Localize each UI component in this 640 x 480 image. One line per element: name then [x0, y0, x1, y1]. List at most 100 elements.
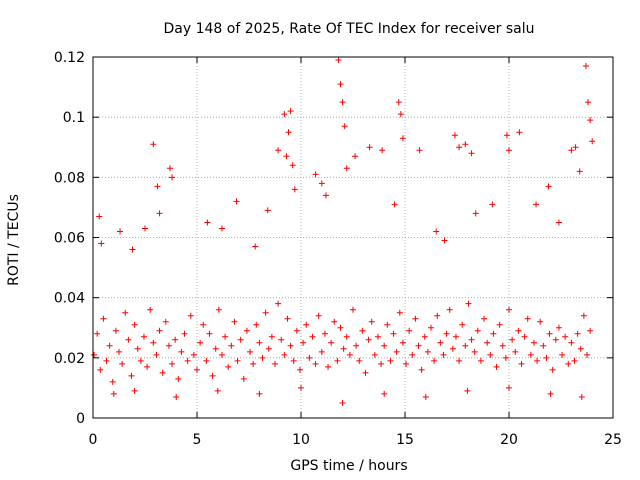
- data-point: [516, 129, 523, 136]
- data-point: [315, 312, 322, 319]
- data-point: [187, 312, 194, 319]
- data-point: [275, 300, 282, 307]
- data-point: [197, 339, 204, 346]
- data-point: [399, 339, 406, 346]
- data-point: [181, 330, 188, 337]
- x-axis-label: GPS time / hours: [290, 458, 407, 474]
- data-point: [312, 171, 319, 178]
- data-point: [418, 366, 425, 373]
- data-point: [250, 360, 257, 367]
- data-point: [131, 387, 138, 394]
- data-point: [322, 192, 329, 199]
- data-point: [440, 351, 447, 358]
- data-point: [409, 351, 416, 358]
- data-point: [337, 81, 344, 88]
- data-point: [281, 111, 288, 118]
- data-point: [421, 333, 428, 340]
- data-point: [190, 351, 197, 358]
- data-point: [94, 330, 101, 337]
- data-point: [281, 351, 288, 358]
- data-point: [318, 348, 325, 355]
- data-point: [240, 375, 247, 382]
- data-point: [214, 387, 221, 394]
- data-point: [275, 147, 282, 154]
- y-tick-label: 0.02: [54, 351, 85, 367]
- data-point: [290, 357, 297, 364]
- data-point: [527, 351, 534, 358]
- data-point: [178, 348, 185, 355]
- data-point: [256, 390, 263, 397]
- data-point: [339, 399, 346, 406]
- data-point: [225, 363, 232, 370]
- data-point: [530, 339, 537, 346]
- data-point: [397, 111, 404, 118]
- data-point: [184, 357, 191, 364]
- data-point: [293, 327, 300, 334]
- data-point: [365, 336, 372, 343]
- data-point: [131, 321, 138, 328]
- data-point: [555, 324, 562, 331]
- data-point: [446, 306, 453, 313]
- data-point: [253, 321, 260, 328]
- data-point: [534, 357, 541, 364]
- y-tick-label: 0.1: [63, 110, 85, 126]
- data-point: [471, 348, 478, 355]
- data-point: [165, 342, 172, 349]
- data-point: [443, 330, 450, 337]
- data-point: [381, 342, 388, 349]
- data-point: [234, 357, 241, 364]
- data-point: [356, 357, 363, 364]
- data-point: [103, 357, 110, 364]
- data-point: [428, 324, 434, 331]
- data-point: [137, 357, 144, 364]
- data-point: [203, 357, 210, 364]
- data-point: [129, 246, 136, 253]
- data-point: [98, 240, 105, 247]
- data-point: [390, 330, 397, 337]
- data-point: [572, 144, 579, 151]
- data-point: [378, 360, 385, 367]
- data-point: [343, 165, 350, 172]
- data-point: [194, 366, 200, 373]
- y-tick-label: 0.12: [54, 50, 85, 66]
- data-point: [552, 336, 559, 343]
- data-point: [256, 339, 263, 346]
- data-point: [300, 339, 307, 346]
- data-point: [574, 330, 581, 337]
- data-point: [406, 327, 413, 334]
- data-point: [580, 312, 587, 319]
- data-point: [125, 336, 132, 343]
- data-point: [268, 333, 275, 340]
- data-point: [140, 333, 147, 340]
- x-tick-label: 20: [500, 432, 518, 448]
- data-point: [391, 201, 398, 208]
- data-point: [346, 351, 353, 358]
- data-point: [117, 228, 124, 235]
- data-point: [97, 366, 104, 373]
- data-point: [422, 393, 429, 400]
- x-axis-ticks: 0 5 10 15 20 25: [89, 57, 622, 448]
- data-point: [474, 327, 481, 334]
- data-point: [298, 384, 304, 391]
- data-point: [284, 315, 291, 322]
- data-point: [589, 138, 596, 145]
- data-point: [499, 342, 506, 349]
- chart-title: Day 148 of 2025, Rate Of TEC Index for r…: [163, 21, 534, 37]
- data-point: [265, 345, 272, 352]
- data-point: [169, 360, 176, 367]
- data-point: [456, 144, 463, 151]
- x-tick-label: 5: [193, 432, 202, 448]
- data-point: [200, 321, 207, 328]
- data-point: [582, 63, 589, 70]
- data-point: [166, 165, 173, 172]
- data-point: [399, 135, 406, 142]
- data-point: [340, 345, 347, 352]
- y-tick-label: 0.06: [54, 231, 85, 247]
- data-point: [153, 351, 160, 358]
- data-point: [396, 309, 403, 316]
- data-point: [571, 357, 578, 364]
- data-point: [218, 225, 225, 232]
- data-point: [524, 315, 531, 322]
- data-point: [374, 333, 381, 340]
- data-point: [576, 168, 583, 175]
